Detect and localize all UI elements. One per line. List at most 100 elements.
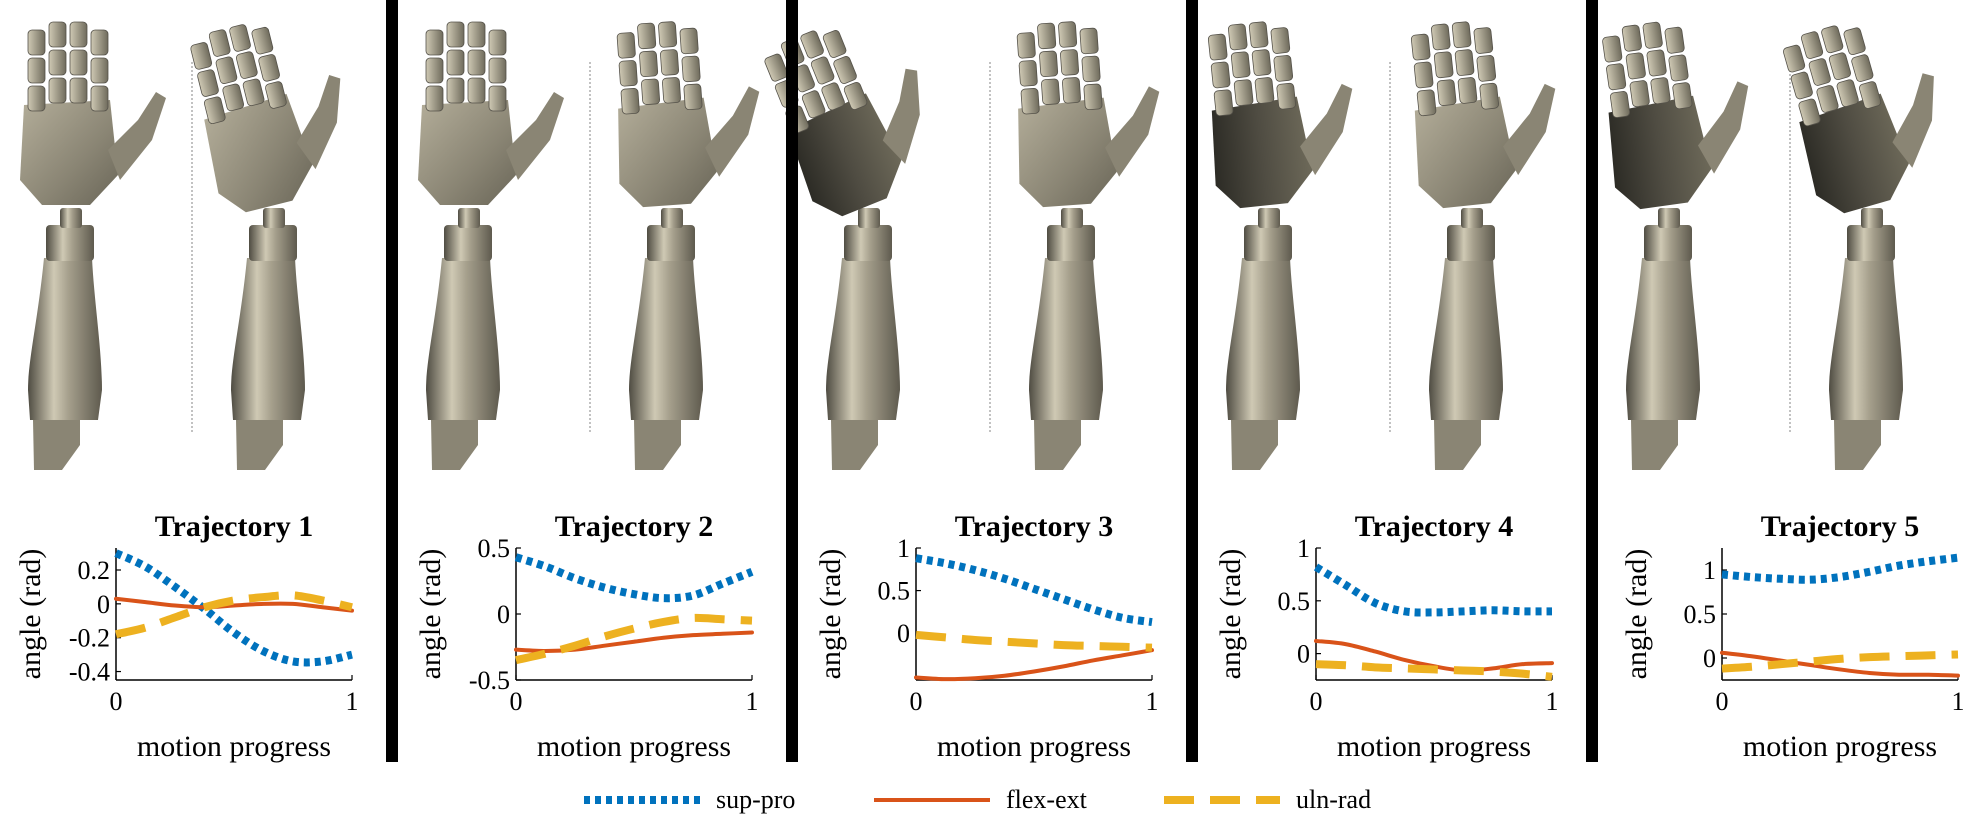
finger-segment: [425, 85, 444, 112]
x-tick-label: 0: [1716, 687, 1729, 716]
finger-segment: [1650, 77, 1671, 105]
hand: [1016, 21, 1160, 208]
thumb: [882, 68, 920, 164]
finger-segment: [1859, 81, 1882, 109]
x-axis-label: motion progress: [1337, 730, 1531, 763]
y-tick-label: 0: [1703, 644, 1716, 673]
finger-segment: [1233, 79, 1254, 106]
finger-segment: [48, 49, 67, 76]
legend-item-sup-pro: sup-pro: [582, 778, 795, 822]
finger-segment: [1213, 89, 1234, 117]
finger-segment: [764, 53, 788, 82]
series-line-flex-ext: [1720, 650, 1960, 678]
palm: [1799, 93, 1909, 214]
forearm: [1829, 258, 1903, 420]
finger-segment: [190, 42, 213, 70]
y-tick-label: 0.5: [478, 534, 511, 563]
finger-segment: [467, 77, 486, 104]
thumb: [506, 92, 564, 180]
palm: [788, 93, 902, 217]
palm: [204, 93, 313, 213]
y-tick-label: 0: [497, 600, 510, 629]
series-line-uln-rad: [115, 591, 353, 639]
hand: [616, 21, 760, 208]
panel-divider: [1186, 0, 1198, 762]
chart-title: Trajectory 5: [1761, 510, 1920, 543]
finger-segment: [1436, 79, 1457, 106]
finger-segment: [681, 55, 701, 83]
legend-label-flex-ext: flex-ext: [1006, 785, 1087, 814]
forearm: [426, 258, 500, 420]
wrist-collar: [1047, 225, 1095, 261]
hand: [764, 30, 920, 217]
finger-segment: [660, 49, 680, 76]
finger-segment: [1251, 49, 1272, 76]
wrist-joint: [858, 208, 880, 228]
series-line-flex-ext: [114, 596, 354, 613]
hand: [418, 21, 564, 205]
robotic-arm-start-4: [1207, 21, 1353, 470]
wrist-collar: [647, 225, 695, 261]
forearm: [1029, 258, 1103, 420]
palm: [20, 100, 118, 205]
finger-segment: [229, 24, 251, 52]
finger-segment: [1664, 26, 1685, 54]
finger-segment: [90, 85, 109, 112]
finger-segment: [1230, 51, 1251, 79]
x-axis-label: motion progress: [137, 730, 331, 763]
x-tick-label: 1: [1546, 687, 1559, 716]
finger-segment: [1625, 52, 1646, 80]
robotic-arm-start-5: [1602, 21, 1749, 470]
finger-segment: [467, 49, 486, 76]
finger-segment: [679, 27, 699, 55]
y-axis-label: angle (rad): [1620, 549, 1653, 680]
robotic-arm-start-3: [764, 30, 920, 470]
x-tick-label: 1: [346, 687, 359, 716]
panel-divider: [386, 0, 398, 762]
palm: [1414, 96, 1516, 209]
finger-segment: [1629, 80, 1650, 108]
forearm: [1429, 258, 1503, 420]
legend-label-sup-pro: sup-pro: [716, 785, 796, 814]
finger-segment: [69, 49, 88, 76]
series-line-sup-pro: [514, 553, 754, 603]
palm: [1211, 96, 1313, 209]
palm: [1608, 95, 1712, 210]
finger-segment: [1058, 21, 1078, 48]
finger-segment: [203, 96, 226, 124]
forearm: [28, 258, 102, 420]
thumb: [1105, 86, 1160, 177]
y-axis-label: angle (rad): [414, 549, 447, 680]
finger-segment: [215, 56, 238, 84]
wrist-joint: [1658, 208, 1680, 228]
legend-item-uln-rad: uln-rad: [1162, 778, 1371, 822]
robotic-arm-start-2: [418, 21, 564, 470]
finger-segment: [1473, 27, 1494, 54]
finger-segment: [1606, 63, 1627, 91]
finger-segment: [1037, 22, 1057, 50]
finger-segment: [265, 81, 287, 109]
finger-segment: [69, 21, 88, 48]
forearm: [1626, 258, 1700, 420]
finger-segment: [236, 51, 258, 79]
forearm: [629, 258, 703, 420]
finger-segment: [48, 21, 67, 48]
thumb: [705, 86, 760, 177]
finger-segment: [69, 77, 88, 104]
robotic-arm-end-3: [1016, 21, 1160, 470]
finger-segment: [446, 21, 465, 48]
finger-segment: [1018, 60, 1038, 87]
finger-segment: [1646, 49, 1667, 77]
hand: [190, 24, 341, 213]
chart-title: Trajectory 1: [155, 510, 314, 543]
thumb: [1892, 73, 1934, 168]
legend-swatch-sup-pro: [584, 796, 700, 804]
chart-title: Trajectory 2: [555, 510, 714, 543]
finger-segment: [242, 78, 265, 107]
chart-trajectory-3: Trajectory 3 1 0.5 0 0 1 motion progress angle …: [814, 510, 1159, 763]
finger-segment: [1210, 61, 1231, 89]
finger-segment: [1430, 23, 1451, 51]
